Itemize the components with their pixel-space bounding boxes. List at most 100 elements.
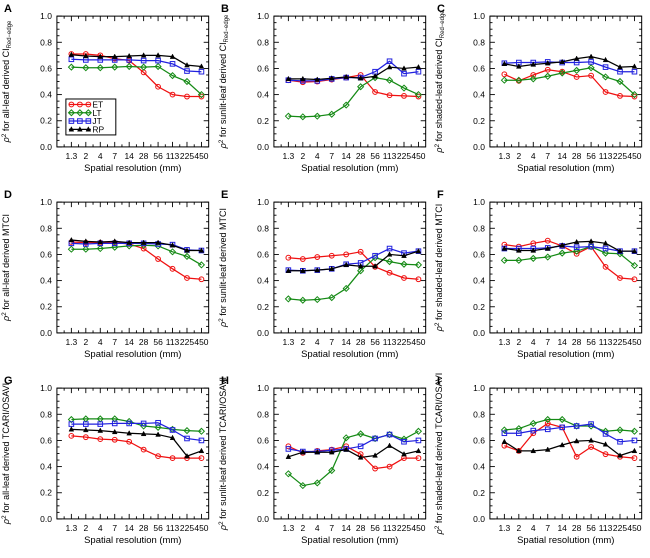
label-part: MTCI bbox=[1, 214, 11, 236]
marker-square bbox=[603, 245, 609, 252]
x-tick-label: 450 bbox=[411, 523, 425, 533]
marker-shape bbox=[530, 75, 538, 83]
marker-circle bbox=[97, 436, 104, 443]
marker-shape bbox=[631, 90, 639, 99]
marker-circle bbox=[545, 420, 551, 427]
marker-shape bbox=[111, 53, 118, 59]
x-tick-label: 4 bbox=[315, 337, 320, 347]
marker-square bbox=[371, 435, 378, 442]
x-tick-label: 450 bbox=[411, 337, 425, 347]
marker-shape bbox=[126, 430, 132, 436]
series-line-LT bbox=[71, 244, 202, 266]
y-tick-label: 0.2 bbox=[40, 488, 52, 498]
y-axis-label: ρ2 for all-leaf derived TCARI/OSAVI bbox=[1, 383, 11, 525]
y-tick-label: 0.2 bbox=[473, 488, 485, 498]
axis-ticks bbox=[56, 201, 209, 334]
marker-shape bbox=[558, 415, 567, 424]
marker-circle bbox=[140, 245, 147, 252]
marker-shape bbox=[386, 442, 393, 448]
x-tick-label: 113 bbox=[166, 151, 180, 161]
marker-shape bbox=[501, 60, 508, 67]
marker-shape bbox=[126, 239, 132, 245]
y-tick-label: 0.2 bbox=[40, 302, 52, 312]
label-part: for shaded-leaf derived bbox=[434, 429, 444, 526]
marker-square bbox=[603, 431, 609, 437]
x-tick-label: 56 bbox=[370, 337, 380, 347]
marker-shape bbox=[357, 75, 364, 81]
marker-shape bbox=[299, 449, 306, 455]
marker-shape bbox=[83, 52, 89, 59]
x-tick-label: 225 bbox=[180, 523, 194, 533]
marker-shape bbox=[197, 261, 206, 269]
marker-shape bbox=[343, 73, 349, 80]
label-part: 2 bbox=[1, 133, 8, 137]
x-tick-label: 7 bbox=[546, 523, 551, 533]
marker-shape bbox=[168, 72, 177, 80]
y-tick-label: 0.0 bbox=[473, 328, 485, 338]
marker-circle bbox=[530, 72, 537, 78]
x-tick-label: 450 bbox=[628, 151, 642, 161]
marker-shape bbox=[400, 260, 408, 268]
marker-square bbox=[126, 420, 132, 427]
series-line-ET bbox=[504, 69, 635, 98]
x-tick-label: 28 bbox=[572, 151, 582, 161]
series-line-LT bbox=[504, 245, 636, 267]
x-tick-label: 113 bbox=[166, 337, 180, 347]
chart-canvas-F: F0.00.20.40.60.81.01.3 2 4 7 14 28 56 113 225 450… bbox=[434, 189, 643, 360]
marker-shape bbox=[342, 101, 350, 109]
x-tick-label: 2 bbox=[83, 523, 88, 533]
label-part: Red−edge bbox=[441, 10, 447, 38]
marker-circle bbox=[155, 256, 161, 262]
marker-square bbox=[77, 118, 83, 124]
marker-circle bbox=[415, 455, 422, 461]
marker-circle bbox=[386, 92, 393, 99]
label-part: Red−edge bbox=[224, 14, 230, 42]
y-tick-label: 0.2 bbox=[257, 116, 269, 126]
marker-shape bbox=[414, 90, 422, 99]
marker-square bbox=[400, 70, 407, 77]
marker-shape bbox=[67, 415, 75, 424]
marker-square bbox=[400, 438, 407, 445]
marker-circle bbox=[82, 434, 89, 441]
plot-frame bbox=[56, 387, 210, 520]
label-part: ρ bbox=[434, 529, 444, 535]
x-axis-label: Spatial resolution (mm) bbox=[84, 535, 181, 546]
series-line-LT bbox=[287, 257, 419, 301]
marker-square bbox=[140, 57, 147, 64]
marker-square bbox=[415, 68, 421, 75]
label-part: 2 bbox=[217, 318, 224, 322]
marker-shape bbox=[140, 239, 147, 245]
x-tick-label: 225 bbox=[397, 523, 411, 533]
x-tick-label: 225 bbox=[397, 337, 411, 347]
label-part: 2 bbox=[1, 515, 8, 519]
series-JT bbox=[68, 56, 205, 75]
x-tick-label: 56 bbox=[153, 337, 163, 347]
y-tick-label: 0.0 bbox=[473, 514, 485, 524]
marker-square bbox=[530, 427, 537, 434]
x-tick-label: 7 bbox=[112, 337, 117, 347]
marker-square bbox=[631, 437, 638, 444]
x-tick-label: 56 bbox=[153, 151, 163, 161]
x-axis-label: Spatial resolution (mm) bbox=[301, 349, 398, 360]
marker-shape bbox=[314, 449, 320, 455]
marker-circle bbox=[501, 71, 508, 78]
marker-square bbox=[574, 423, 580, 429]
marker-shape bbox=[169, 53, 176, 59]
marker-shape bbox=[314, 76, 320, 82]
marker-shape bbox=[82, 245, 90, 253]
marker-shape bbox=[183, 77, 191, 86]
chart-canvas-H: H0.00.20.40.60.81.01.3 2 4 7 14 28 56 113 225 450… bbox=[217, 375, 426, 546]
x-tick-label: 7 bbox=[329, 337, 334, 347]
y-tick-label: 0.8 bbox=[40, 37, 52, 47]
x-tick-label: 28 bbox=[356, 151, 366, 161]
label-part: 2 bbox=[217, 139, 224, 143]
marker-square bbox=[415, 437, 421, 444]
series-line-ET bbox=[287, 251, 419, 280]
axis-ticks bbox=[273, 15, 426, 148]
y-axis-label: ρ2 for sunlit-leaf derived MTCI bbox=[217, 208, 227, 328]
label-part: for sunlit-leaf derived bbox=[218, 433, 228, 521]
y-axis-label: ρ2 for all-leaf derived CIRed−edge bbox=[1, 20, 13, 143]
marker-shape bbox=[285, 453, 291, 459]
marker-square bbox=[588, 421, 595, 427]
